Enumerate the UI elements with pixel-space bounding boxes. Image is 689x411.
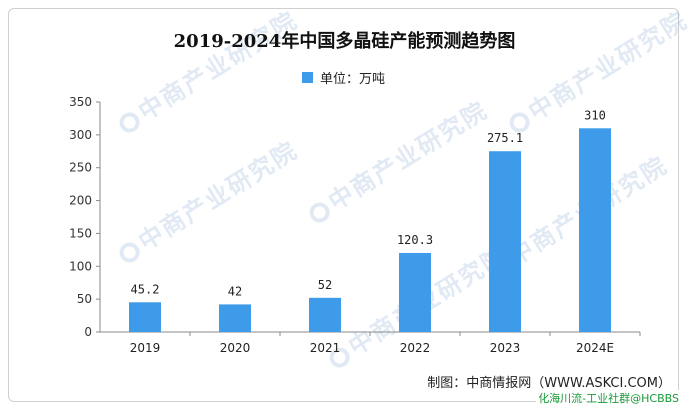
y-tick-label: 50 [77, 292, 92, 306]
y-tick-label: 250 [69, 161, 92, 175]
data-label: 120.3 [397, 233, 433, 247]
x-tick-label: 2023 [490, 341, 521, 355]
bar [219, 304, 251, 332]
bar [309, 297, 341, 332]
bar [129, 302, 161, 332]
data-label: 310 [584, 108, 606, 122]
chart-title: 2019-2024年中国多晶硅产能预测趋势图 [173, 31, 516, 52]
x-tick-label: 2019 [130, 341, 161, 355]
credit-text: 化海川流-工业社群@HCBBS [536, 390, 681, 406]
bar [399, 252, 431, 332]
source-note: 制图：中商情报网（WWW.ASKCI.COM） [427, 376, 671, 391]
legend-label: 单位：万吨 [320, 72, 386, 87]
x-tick-label: 2020 [220, 341, 251, 355]
data-label: 52 [318, 278, 332, 292]
chart-frame [8, 8, 679, 402]
x-tick-label: 2022 [400, 341, 431, 355]
y-tick-label: 100 [69, 259, 92, 273]
y-tick-label: 300 [69, 128, 92, 142]
legend: 单位：万吨 [302, 68, 385, 87]
y-tick-label: 0 [84, 325, 92, 339]
data-label: 275.1 [487, 131, 523, 145]
y-tick-label: 150 [69, 226, 92, 240]
x-tick-label: 2021 [310, 341, 341, 355]
y-tick-label: 350 [69, 95, 92, 109]
legend-swatch [302, 72, 313, 83]
bar [579, 128, 611, 332]
x-tick-label: 2024E [576, 341, 614, 355]
bar [489, 151, 521, 332]
y-tick-label: 200 [69, 194, 92, 208]
data-label: 45.2 [131, 282, 160, 296]
data-label: 42 [228, 284, 242, 298]
